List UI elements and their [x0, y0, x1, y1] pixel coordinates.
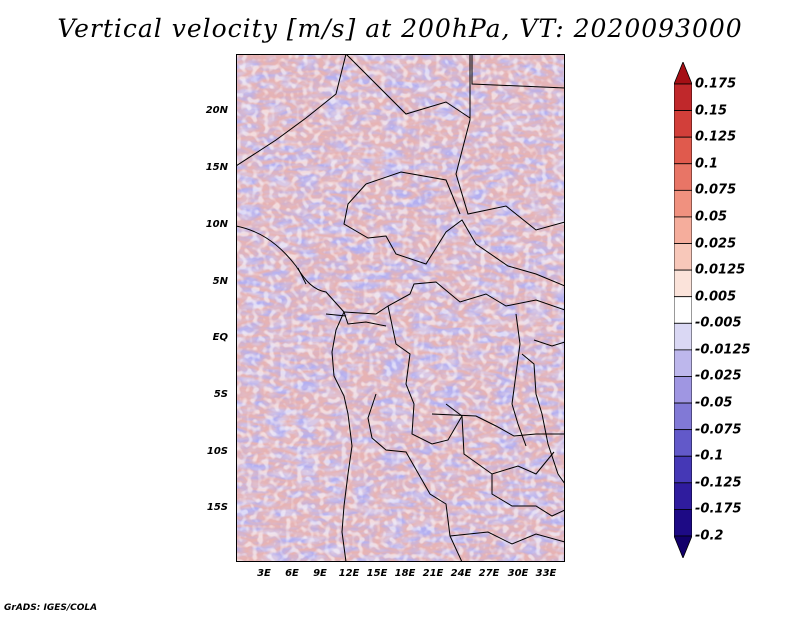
colorbar-level-label: -0.075 [695, 422, 742, 438]
lon-label-6e: 6E [285, 568, 299, 579]
lon-label-18e: 18E [394, 568, 416, 579]
colorbar-swatch [674, 482, 692, 510]
lon-label-30e: 30E [507, 568, 529, 579]
colorbar-swatch [674, 136, 692, 165]
lon-label-12e: 12E [338, 568, 360, 579]
lat-label-5s: 5S [213, 389, 228, 400]
country-boundaries [236, 54, 565, 562]
colorbar-swatch [674, 243, 692, 271]
lat-label-5n: 5N [212, 276, 228, 287]
colorbar-swatch [674, 509, 692, 537]
colorbar-swatch [674, 296, 692, 324]
vertical-velocity-map [236, 54, 565, 562]
colorbar-level-label: 0.075 [695, 182, 737, 198]
colorbar-level-label: -0.0125 [695, 342, 751, 358]
lon-label-21e: 21E [422, 568, 444, 579]
colorbar-swatch [674, 189, 692, 218]
colorbar-swatch [674, 269, 692, 298]
lon-label-3e: 3E [257, 568, 271, 579]
colorbar-swatch [674, 110, 692, 138]
colorbar-swatch [674, 349, 692, 377]
colorbar-level-label: 0.005 [695, 289, 737, 305]
colorbar-swatch [674, 322, 692, 351]
colorbar-level-label: 0.175 [695, 76, 737, 92]
colorbar-level-label: 0.05 [695, 209, 728, 225]
colorbar-level-label: 0.125 [695, 129, 737, 145]
colorbar-swatch [674, 163, 692, 191]
lat-label-10n: 10N [205, 219, 228, 230]
colorbar-level-label: 0.1 [695, 156, 719, 172]
map-panel [236, 54, 565, 562]
lat-label-20n: 20N [205, 105, 228, 116]
colorbar-top-triangle [674, 62, 692, 85]
lon-label-33e: 33E [535, 568, 557, 579]
colorbar-swatch [674, 216, 692, 244]
lon-label-9e: 9E [313, 568, 327, 579]
colorbar-swatch [674, 455, 692, 484]
colorbar-level-label: -0.1 [695, 448, 724, 464]
colorbar-bottom-triangle [674, 535, 692, 558]
colorbar-swatch [674, 376, 692, 404]
lat-label-15n: 15N [205, 162, 228, 173]
colorbar-level-label: 0.025 [695, 236, 737, 252]
colorbar-swatch [674, 402, 692, 431]
colorbar-level-label: -0.005 [695, 315, 742, 331]
colorbar-level-label: -0.125 [695, 475, 742, 491]
colorbar [674, 62, 692, 558]
colorbar-level-label: 0.15 [695, 103, 728, 119]
colorbar-level-label: 0.0125 [695, 262, 746, 278]
lat-label-15s: 15S [206, 502, 228, 513]
colorbar-swatch [674, 83, 692, 111]
lon-label-27e: 27E [478, 568, 500, 579]
colorbar-swatch [674, 429, 692, 457]
colorbar-level-label: -0.05 [695, 395, 733, 411]
grads-credit: GrADS: IGES/COLA [4, 603, 98, 613]
lat-label-10s: 10S [206, 446, 228, 457]
map-frame [236, 54, 565, 562]
colorbar-level-label: -0.025 [695, 368, 742, 384]
colorbar-level-label: -0.2 [695, 528, 724, 544]
colorbar-level-label: -0.175 [695, 501, 742, 517]
lon-label-24e: 24E [450, 568, 472, 579]
field-white-speckle [236, 54, 565, 562]
chart-title: Vertical velocity [m/s] at 200hPa, VT: 2… [57, 14, 743, 43]
lat-label-eq: EQ [212, 332, 228, 343]
lon-label-15e: 15E [366, 568, 388, 579]
